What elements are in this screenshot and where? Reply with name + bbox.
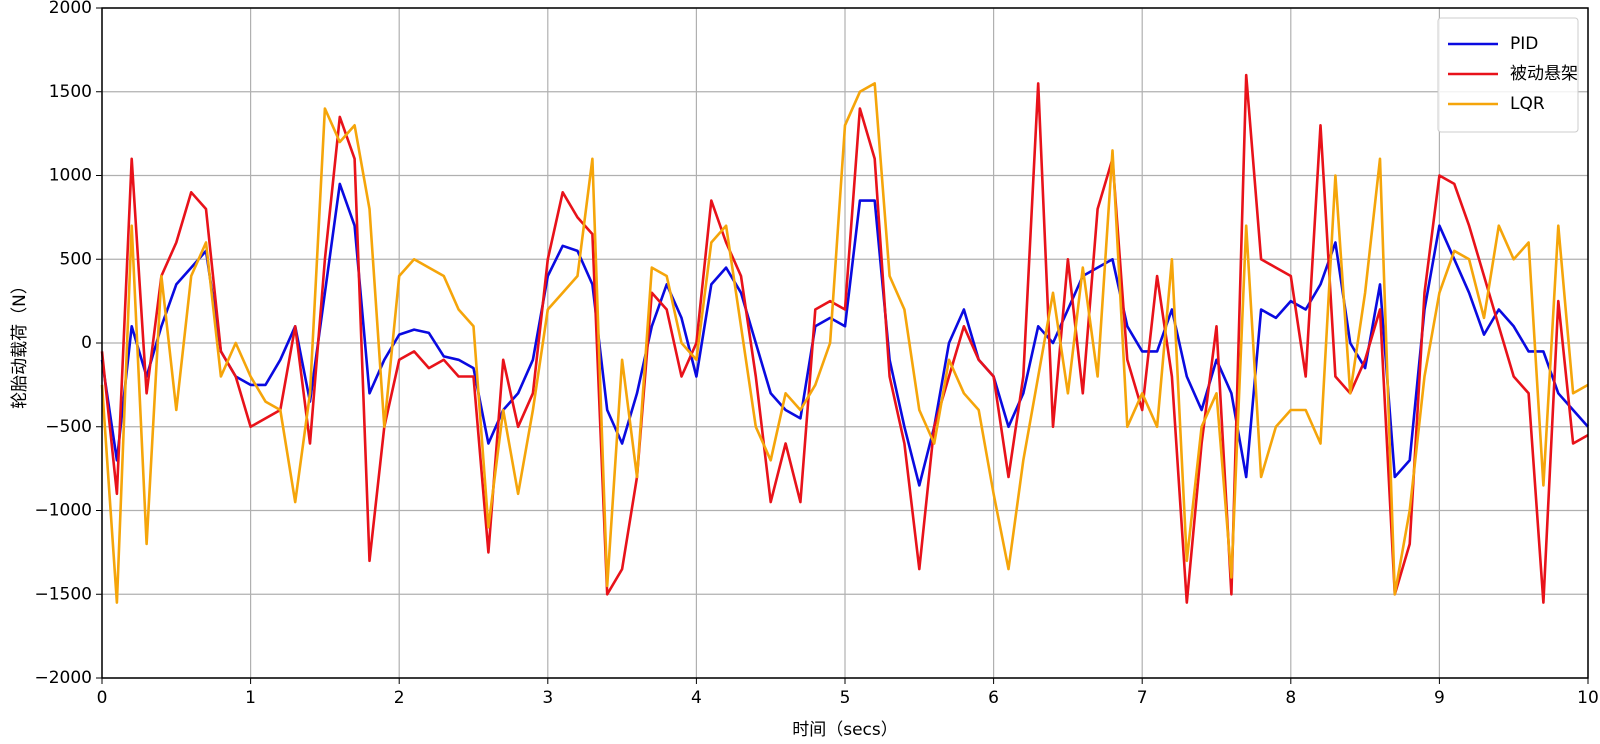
y-tick-label: 1000 [49, 166, 92, 186]
series-line [100, 82, 1589, 604]
y-tick-label: 0 [81, 333, 92, 353]
y-tick-label: 500 [60, 249, 92, 269]
y-tick-label: −2000 [34, 668, 92, 688]
y-tick-label: 1500 [49, 82, 92, 102]
plot-frame [101, 7, 1589, 679]
y-tick-label: −1000 [34, 501, 92, 521]
x-tick-label: 8 [1285, 688, 1296, 708]
y-tick-label: 2000 [49, 0, 92, 18]
y-tick-label: −500 [45, 417, 92, 437]
legend-label: LQR [1510, 94, 1545, 114]
x-tick-label: 2 [394, 688, 405, 708]
x-tick-label: 5 [840, 688, 851, 708]
series-line [100, 73, 1589, 604]
x-tick-label: 4 [691, 688, 702, 708]
x-tick-label: 6 [988, 688, 999, 708]
y-tick-label: −1500 [34, 584, 92, 604]
x-tick-label: 3 [542, 688, 553, 708]
series-line [100, 182, 1589, 487]
x-tick-label: 0 [97, 688, 108, 708]
x-tick-label: 1 [245, 688, 256, 708]
x-tick-label: 9 [1434, 688, 1445, 708]
y-axis-label: 轮胎动载荷（N） [10, 277, 30, 409]
x-tick-label: 7 [1137, 688, 1148, 708]
x-tick-label: 10 [1577, 688, 1599, 708]
legend-label: 被动悬架 [1510, 64, 1578, 84]
legend-label: PID [1510, 34, 1538, 54]
x-axis-label: 时间（secs） [792, 720, 898, 740]
